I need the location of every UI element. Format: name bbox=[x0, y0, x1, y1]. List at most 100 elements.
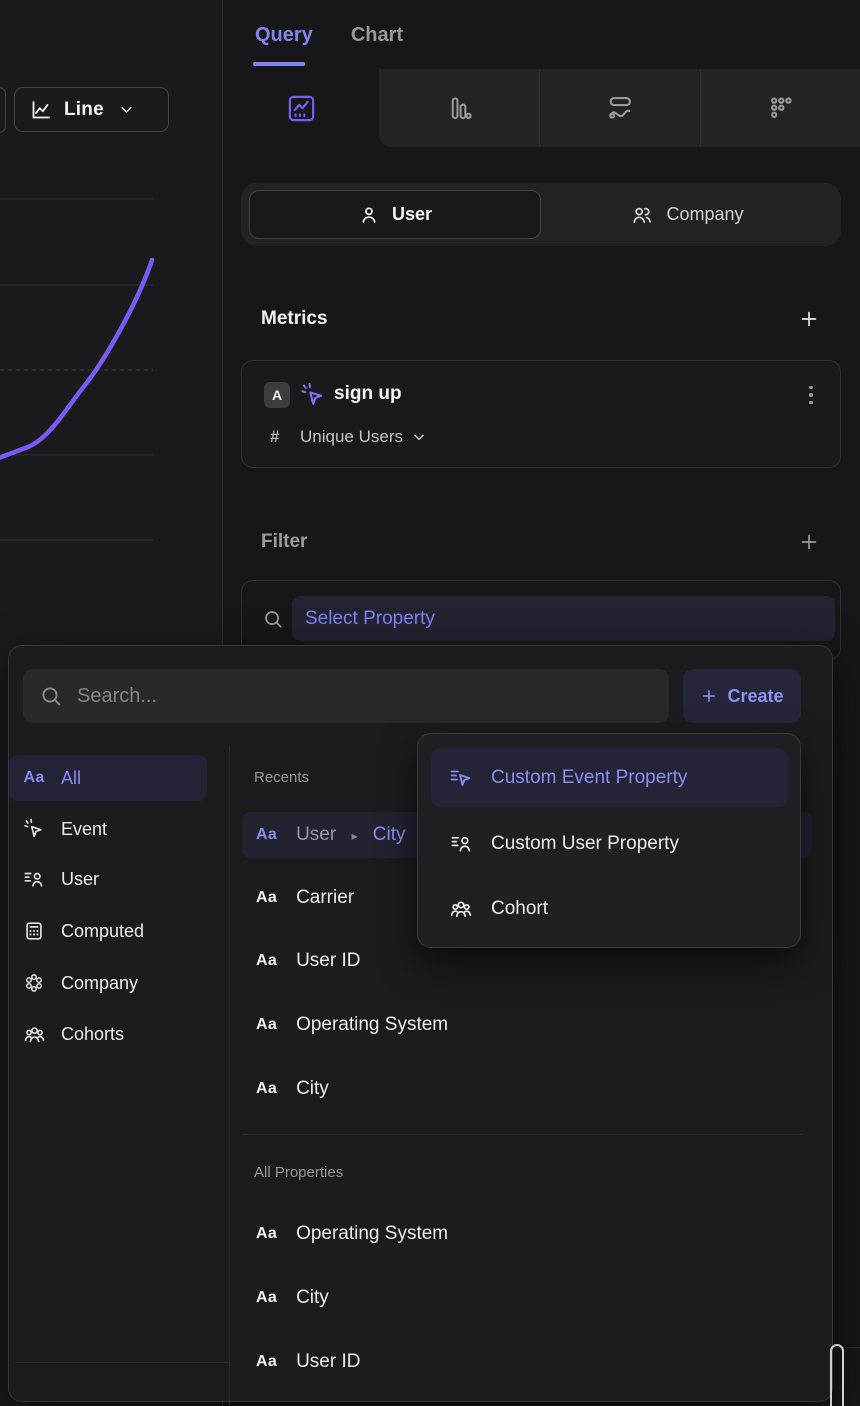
recents-heading: Recents bbox=[254, 769, 310, 786]
chart-type-tab-flows[interactable] bbox=[539, 69, 700, 147]
text-type-glyph: Aa bbox=[23, 769, 45, 786]
chevron-down-icon bbox=[412, 430, 426, 444]
recent-property-operating-system[interactable]: Aa Operating System bbox=[242, 1002, 812, 1048]
bars-icon bbox=[446, 95, 473, 122]
cohorts-icon bbox=[22, 1023, 46, 1046]
text-type-glyph: Aa bbox=[256, 1080, 278, 1097]
category-label: Cohorts bbox=[61, 1023, 125, 1044]
custom-user-property-icon bbox=[448, 832, 474, 855]
category-label: User bbox=[61, 868, 100, 889]
panel-header-tabs: Query Chart bbox=[255, 24, 403, 47]
category-label: Event bbox=[61, 818, 108, 839]
filter-card: Select Property bbox=[241, 580, 841, 660]
all-properties-heading: All Properties bbox=[254, 1164, 344, 1181]
property-label: User ID bbox=[296, 1351, 361, 1372]
category-item-user[interactable]: User bbox=[9, 856, 207, 902]
metrics-title: Metrics bbox=[261, 308, 328, 329]
property-label: Operating System bbox=[296, 1014, 449, 1035]
property-user-id[interactable]: Aa User ID bbox=[242, 1339, 812, 1385]
search-icon bbox=[262, 608, 284, 630]
entity-option-label: Company bbox=[666, 204, 744, 224]
scrollbar-thumb[interactable] bbox=[830, 1344, 844, 1406]
flows-icon bbox=[606, 94, 634, 122]
category-item-event[interactable]: Event bbox=[9, 806, 207, 852]
breadcrumb-child: City bbox=[372, 824, 406, 845]
clipped-toolbar-button bbox=[0, 87, 6, 133]
property-city[interactable]: Aa City bbox=[242, 1275, 812, 1321]
recent-property-carrier[interactable]: Aa Carrier bbox=[242, 875, 812, 921]
chart-type-tab-bars[interactable] bbox=[379, 69, 539, 147]
chart-type-tab-insights[interactable] bbox=[223, 69, 379, 147]
text-type-glyph: Aa bbox=[256, 826, 278, 843]
line-chart-preview bbox=[0, 198, 155, 541]
entity-option-label: User bbox=[391, 204, 433, 224]
plus-icon bbox=[798, 308, 820, 330]
text-type-glyph: Aa bbox=[256, 952, 278, 969]
text-type-glyph: Aa bbox=[256, 1225, 278, 1242]
chart-type-dropdown-button[interactable]: Line bbox=[14, 87, 169, 132]
category-item-computed[interactable]: Computed bbox=[9, 908, 207, 954]
recent-property-user-id[interactable]: Aa User ID bbox=[242, 938, 812, 984]
list-section-divider bbox=[242, 1134, 802, 1135]
metrics-section-header: Metrics bbox=[261, 306, 821, 332]
people-icon bbox=[630, 203, 654, 227]
insights-line-icon bbox=[286, 93, 317, 124]
plus-icon bbox=[798, 531, 820, 553]
text-type-glyph: Aa bbox=[256, 1016, 278, 1033]
tab-chart[interactable]: Chart bbox=[350, 24, 404, 46]
chart-type-strip-inactive-group bbox=[379, 69, 860, 147]
metric-series-badge: A bbox=[264, 382, 290, 408]
menu-item-cohort[interactable]: Cohort bbox=[431, 879, 788, 938]
recent-property-city[interactable]: Aa City bbox=[242, 1066, 812, 1112]
menu-item-custom-user-property[interactable]: Custom User Property bbox=[431, 814, 788, 873]
category-item-cohorts[interactable]: Cohorts bbox=[9, 1011, 207, 1057]
text-type-glyph: Aa bbox=[256, 1353, 278, 1370]
metric-aggregation-dropdown[interactable]: # Unique Users bbox=[270, 427, 426, 447]
cohort-icon bbox=[448, 897, 474, 921]
property-search-input[interactable]: Search... bbox=[23, 669, 669, 723]
filter-property-value: Select Property bbox=[305, 607, 435, 629]
menu-item-label: Custom User Property bbox=[491, 832, 679, 854]
category-item-all[interactable]: Aa All bbox=[9, 755, 207, 801]
breadcrumb-arrow-icon: ▸ bbox=[351, 829, 358, 843]
panel-section-divider bbox=[833, 1347, 860, 1348]
retention-dots-icon bbox=[768, 95, 795, 122]
entity-toggle: User Company bbox=[241, 183, 841, 246]
property-label: Operating System bbox=[296, 1223, 449, 1244]
category-item-company[interactable]: Company bbox=[9, 960, 207, 1006]
filter-title: Filter bbox=[261, 531, 308, 552]
entity-option-company[interactable]: Company bbox=[541, 190, 833, 239]
category-label: All bbox=[61, 767, 82, 788]
custom-event-property-icon bbox=[448, 766, 474, 790]
filter-property-input[interactable]: Select Property bbox=[292, 596, 835, 641]
property-label: City bbox=[296, 1078, 329, 1099]
menu-item-label: Cohort bbox=[491, 897, 549, 919]
text-type-glyph: Aa bbox=[256, 1289, 278, 1306]
property-operating-system[interactable]: Aa Operating System bbox=[242, 1211, 812, 1257]
search-icon bbox=[39, 684, 63, 708]
event-spark-icon bbox=[300, 382, 326, 408]
entity-option-user[interactable]: User bbox=[249, 190, 541, 239]
metric-event-name: sign up bbox=[334, 383, 402, 404]
menu-item-custom-event-property[interactable]: Custom Event Property bbox=[431, 748, 788, 807]
create-property-button[interactable]: Create bbox=[683, 669, 801, 723]
breadcrumb-parent: User bbox=[296, 824, 337, 845]
aggregation-label: Unique Users bbox=[300, 427, 403, 446]
event-spark-icon bbox=[22, 818, 46, 840]
create-button-label: Create bbox=[727, 685, 784, 706]
chart-type-tab-retention[interactable] bbox=[700, 69, 860, 147]
add-filter-button[interactable] bbox=[797, 530, 821, 554]
property-label: Carrier bbox=[296, 887, 355, 908]
metric-card[interactable]: A sign up # Unique Users bbox=[241, 360, 841, 468]
tab-query[interactable]: Query bbox=[255, 24, 313, 46]
property-label: User ID bbox=[296, 950, 361, 971]
category-label: Company bbox=[61, 972, 139, 993]
metric-options-kebab-icon[interactable] bbox=[800, 380, 822, 410]
text-type-glyph: Aa bbox=[256, 889, 278, 906]
chart-type-label: Line bbox=[64, 98, 104, 120]
active-tab-underline bbox=[253, 62, 305, 66]
filter-section-header: Filter bbox=[261, 529, 821, 555]
add-metric-button[interactable] bbox=[797, 307, 821, 331]
chart-type-strip bbox=[223, 69, 860, 147]
computed-icon bbox=[22, 920, 46, 942]
